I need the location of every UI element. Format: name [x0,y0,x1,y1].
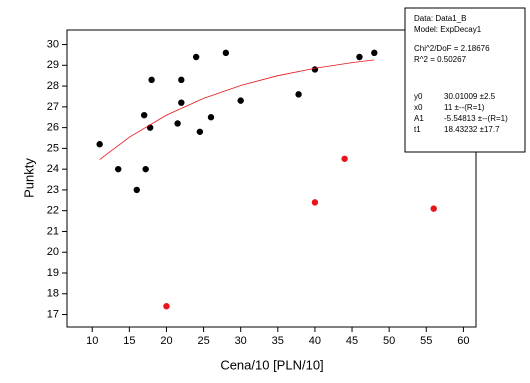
data-point [341,155,348,162]
data-point [140,111,148,119]
y-tick-label: 19 [47,267,59,279]
data-point [356,53,363,61]
x-tick-label: 40 [309,335,321,347]
x-tick-label: 55 [420,335,432,347]
data-point [311,199,319,206]
x-tick-label: 25 [197,335,209,347]
fit-info-line: Model: ExpDecay1 [414,25,482,34]
data-point [163,303,170,310]
fit-curve [99,59,375,160]
data-point [222,49,230,57]
fit-info-line: Chi^2/DoF = 2.18676 [414,44,490,53]
data-point [174,120,181,127]
data-point [207,114,215,121]
fit-param: x0 [414,103,423,112]
data-point [430,205,437,212]
data-point [178,99,185,106]
x-tick-label: 35 [272,335,284,347]
fit-param: t1 [414,125,421,134]
y-tick-label: 22 [47,205,59,217]
y-tick-label: 20 [47,246,59,258]
data-point [178,76,185,84]
fit-param: 30.01009 ±2.5 [444,92,496,101]
data-point [371,49,378,57]
data-point [146,124,154,131]
fit-param: A1 [414,114,424,123]
x-tick-label: 15 [123,335,135,347]
x-tick-label: 10 [86,335,98,347]
fit-param: y0 [414,92,423,101]
y-tick-label: 18 [47,288,59,300]
x-tick-label: 60 [457,335,469,347]
y-tick-label: 30 [47,38,59,50]
plot-frame [66,29,477,328]
fit-info-line: R^2 = 0.50267 [414,55,467,64]
data-point [192,53,200,61]
y-tick-label: 24 [47,163,59,175]
data-point [133,186,140,194]
fit-param: -5.54813 ±--(R=1) [444,114,508,123]
data-point [142,165,149,173]
data-point [148,76,155,84]
x-tick-label: 20 [160,335,172,347]
y-tick-label: 29 [47,59,59,71]
y-axis-label: Punkty [21,158,36,198]
fit-param: 18.43232 ±17.7 [444,125,500,134]
y-tick-label: 23 [47,184,59,196]
y-tick-label: 17 [47,308,59,320]
data-point [237,97,244,104]
data-point [115,165,122,173]
y-tick-label: 28 [47,80,59,92]
data-point [196,128,204,135]
fit-info-line: Data: Data1_B [414,14,466,23]
y-tick-label: 25 [47,142,59,154]
data-point [295,91,302,98]
data-point [96,141,103,148]
x-tick-label: 30 [235,335,247,347]
y-tick-label: 26 [47,122,59,134]
fit-param: 11 ±--(R=1) [444,103,485,112]
y-tick-label: 27 [47,101,59,113]
x-tick-label: 50 [383,335,395,347]
x-tick-label: 45 [346,335,358,347]
x-axis-label: Cena/10 [PLN/10] [220,357,323,372]
fit-info-box [404,7,526,153]
y-tick-label: 21 [47,225,59,237]
data-point [311,66,319,73]
